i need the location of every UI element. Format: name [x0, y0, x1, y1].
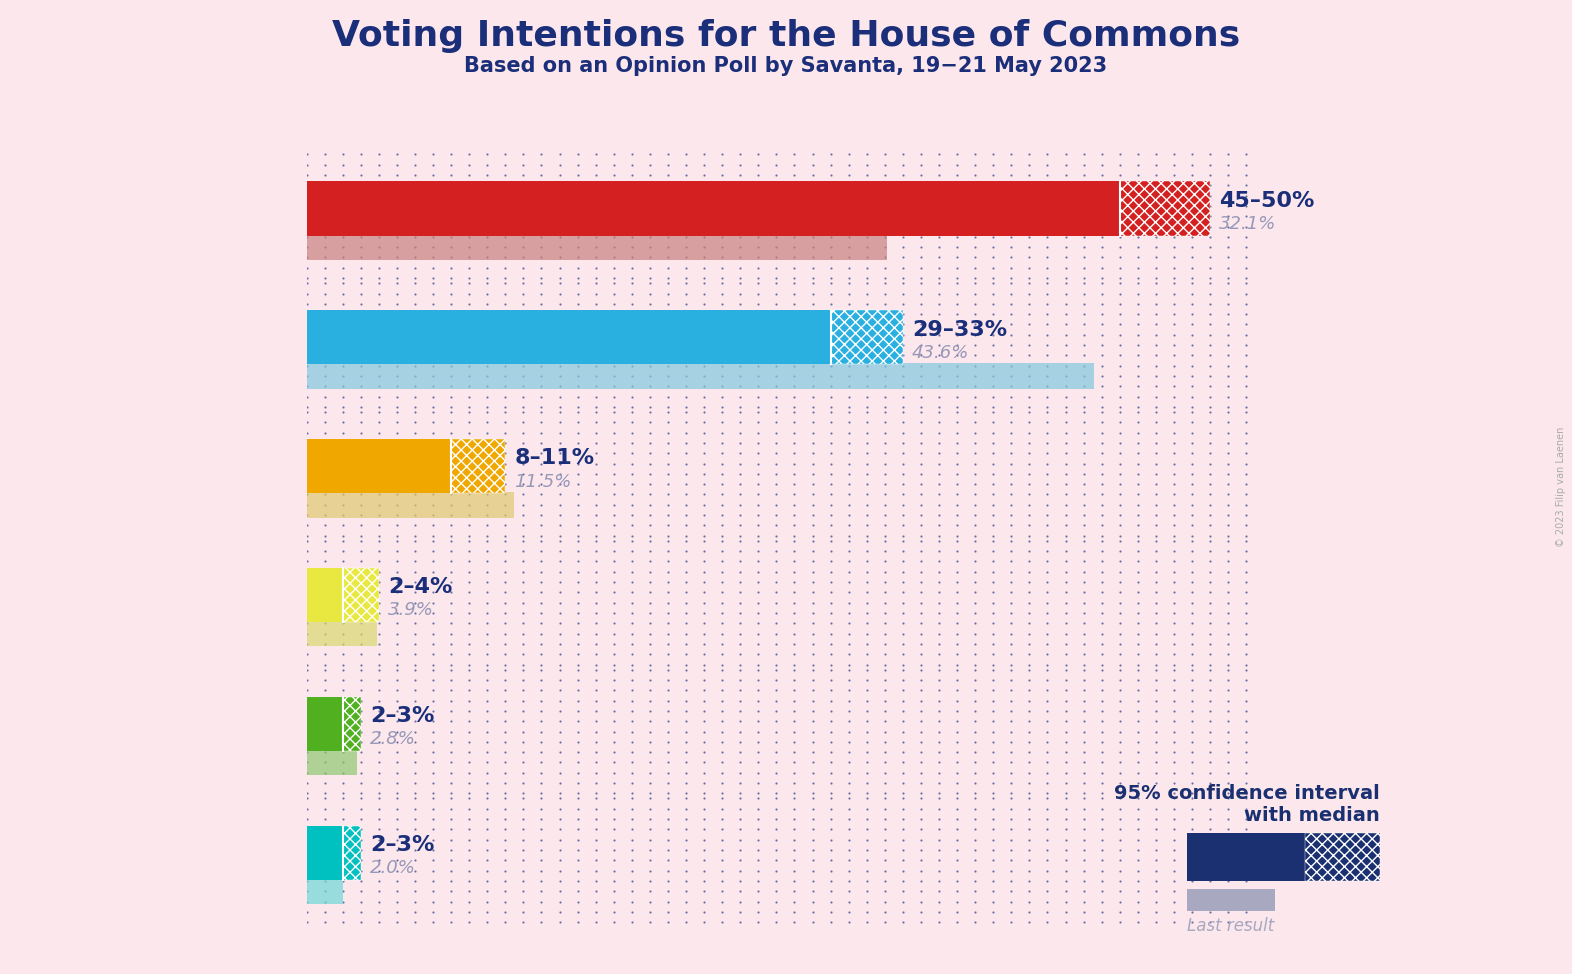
FancyBboxPatch shape	[451, 439, 505, 493]
Bar	[307, 181, 1119, 236]
Text: 43.6%: 43.6%	[912, 344, 970, 361]
Text: 2–4%: 2–4%	[388, 578, 453, 597]
Text: 8–11%: 8–11%	[514, 448, 594, 468]
Bar	[307, 311, 830, 364]
FancyBboxPatch shape	[343, 696, 360, 751]
Bar	[307, 235, 887, 260]
Bar	[307, 439, 451, 493]
Bar	[307, 492, 514, 517]
Bar	[307, 696, 343, 751]
FancyBboxPatch shape	[343, 568, 379, 622]
Bar	[307, 363, 1094, 389]
Text: 95% confidence interval
with median: 95% confidence interval with median	[1115, 784, 1380, 825]
Text: 32.1%: 32.1%	[1220, 215, 1276, 233]
Text: 2–3%: 2–3%	[369, 835, 434, 855]
Text: 3.9%: 3.9%	[388, 601, 434, 619]
Text: Based on an Opinion Poll by Savanta, 19−21 May 2023: Based on an Opinion Poll by Savanta, 19−…	[464, 56, 1108, 77]
Bar	[307, 750, 357, 775]
FancyBboxPatch shape	[1119, 181, 1210, 236]
Text: 45–50%: 45–50%	[1220, 191, 1314, 210]
Bar	[307, 879, 343, 904]
Text: 2.0%: 2.0%	[369, 859, 415, 877]
Text: 2–3%: 2–3%	[369, 706, 434, 726]
Bar	[307, 568, 343, 622]
Text: © 2023 Filip van Laenen: © 2023 Filip van Laenen	[1556, 427, 1566, 547]
Text: 11.5%: 11.5%	[514, 472, 572, 491]
Bar	[307, 620, 377, 647]
Bar	[307, 826, 343, 880]
FancyBboxPatch shape	[343, 826, 360, 880]
Text: Voting Intentions for the House of Commons: Voting Intentions for the House of Commo…	[332, 19, 1240, 54]
Text: 2.8%: 2.8%	[369, 730, 415, 748]
FancyBboxPatch shape	[830, 311, 902, 364]
Text: Last result: Last result	[1187, 917, 1275, 934]
Text: 29–33%: 29–33%	[912, 319, 1008, 340]
